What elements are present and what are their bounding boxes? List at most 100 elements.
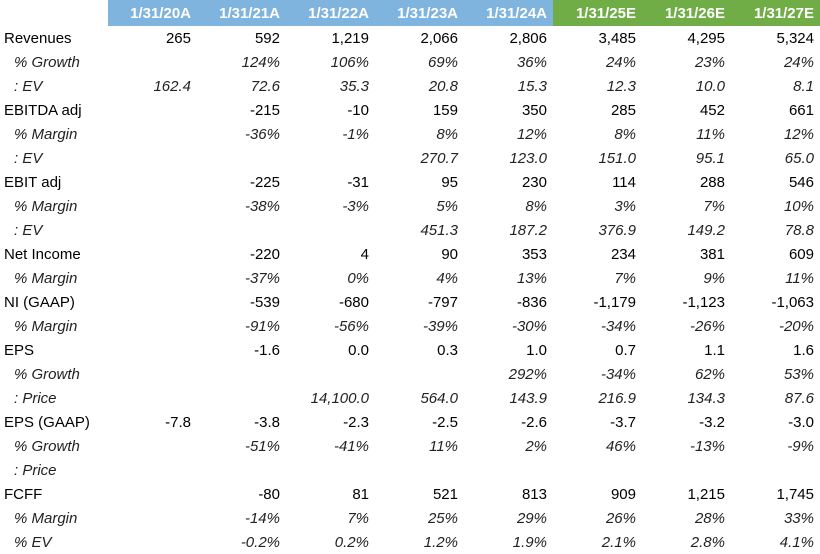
- table-row: % Growth -51% -41% 11% 2% 46% -13% -9%: [0, 434, 820, 458]
- value-cell: [108, 290, 197, 314]
- table-row: % Margin -37% 0% 4% 13% 7% 9% 11%: [0, 266, 820, 290]
- value-cell: 12%: [783, 125, 814, 143]
- value-cell: -2.3: [343, 413, 369, 431]
- value-cell: 813: [521, 485, 547, 503]
- value-cell: 26%: [605, 509, 636, 527]
- value-cell: 353: [521, 245, 547, 263]
- value-cell: 14,100.0: [310, 389, 369, 407]
- value-cell: 10.0: [695, 77, 725, 95]
- value-cell: 95.1: [695, 149, 725, 167]
- value-cell: -20%: [778, 317, 814, 335]
- value-cell: [108, 458, 197, 482]
- value-cell: 7%: [703, 197, 725, 215]
- value-cell: [553, 458, 642, 482]
- value-cell: 87.6: [784, 389, 814, 407]
- value-cell: 0.3: [437, 341, 458, 359]
- value-cell: 8%: [614, 125, 636, 143]
- value-cell: 159: [432, 101, 458, 119]
- value-cell: 28%: [694, 509, 725, 527]
- table-row: EPS (GAAP) -7.8 -3.8 -2.3 -2.5 -2.6 -3.7 -3.2 -3…: [0, 410, 820, 434]
- value-cell: 592: [254, 29, 280, 47]
- value-cell: 1.9%: [512, 533, 547, 551]
- value-cell: 2.1%: [601, 533, 636, 551]
- value-cell: [108, 338, 197, 362]
- row-label: NI (GAAP): [4, 293, 75, 311]
- value-cell: [108, 122, 197, 146]
- value-cell: 8%: [525, 197, 547, 215]
- value-cell: -3.0: [788, 413, 814, 431]
- value-cell: [108, 482, 197, 506]
- value-cell: 11%: [429, 437, 458, 455]
- table-row: % Growth 124% 106% 69% 36% 24% 23% 24%: [0, 50, 820, 74]
- value-cell: 95: [441, 173, 458, 191]
- value-cell: 2.8%: [690, 533, 725, 551]
- value-cell: [108, 386, 197, 410]
- value-cell: 4,295: [687, 29, 725, 47]
- table-row: EBITDA adj -215 -10 159 350 285 452 661: [0, 98, 820, 122]
- row-label: EBITDA adj: [4, 101, 82, 119]
- value-cell: [286, 218, 375, 242]
- value-cell: -1.6: [254, 341, 280, 359]
- column-header-1-31-20a: 1/31/20A: [108, 0, 197, 26]
- value-cell: 124%: [241, 53, 280, 71]
- value-cell: 564.0: [420, 389, 458, 407]
- row-label: % Growth: [14, 365, 80, 383]
- value-cell: -34%: [600, 317, 636, 335]
- value-cell: 909: [610, 485, 636, 503]
- value-cell: 15.3: [517, 77, 547, 95]
- value-cell: -1,123: [682, 293, 725, 311]
- value-cell: -14%: [244, 509, 280, 527]
- value-cell: 1,745: [776, 485, 814, 503]
- value-cell: 25%: [427, 509, 458, 527]
- value-cell: [108, 506, 197, 530]
- table-row: Net Income -220 4 90 353 234 381 609: [0, 242, 820, 266]
- table-row: EBIT adj -225 -31 95 230 114 288 546: [0, 170, 820, 194]
- value-cell: -3%: [342, 197, 369, 215]
- value-cell: -2.6: [521, 413, 547, 431]
- column-header-1-31-21a: 1/31/21A: [197, 0, 286, 26]
- table-row: % Margin -14% 7% 25% 29% 26% 28% 33%: [0, 506, 820, 530]
- value-cell: 3,485: [598, 29, 636, 47]
- row-label: : EV: [14, 149, 43, 167]
- table-row: % Margin -91% -56% -39% -30% -34% -26% -20%: [0, 314, 820, 338]
- value-cell: 20.8: [428, 77, 458, 95]
- value-cell: 609: [788, 245, 814, 263]
- value-cell: [108, 146, 197, 170]
- row-label: EBIT adj: [4, 173, 62, 191]
- value-cell: 8.1: [793, 77, 814, 95]
- value-cell: 1,215: [687, 485, 725, 503]
- row-label: : EV: [14, 221, 43, 239]
- value-cell: 5%: [436, 197, 458, 215]
- table-row: NI (GAAP) -539 -680 -797 -836 -1,179 -1,123 -1,…: [0, 290, 820, 314]
- value-cell: -91%: [244, 317, 280, 335]
- value-cell: [108, 194, 197, 218]
- value-cell: -31: [347, 173, 369, 191]
- table-row: : EV 451.3 187.2 376.9 149.2 78.8: [0, 218, 820, 242]
- value-cell: [108, 242, 197, 266]
- row-label: % EV: [14, 533, 52, 551]
- table-row: % EV -0.2% 0.2% 1.2% 1.9% 2.1% 2.8% 4.1%: [0, 530, 820, 554]
- value-cell: 5,324: [776, 29, 814, 47]
- value-cell: -7.8: [165, 413, 191, 431]
- table-row: FCFF -80 81 521 813 909 1,215 1,745: [0, 482, 820, 506]
- value-cell: -0.2%: [240, 533, 280, 551]
- value-cell: 78.8: [784, 221, 814, 239]
- value-cell: 4%: [436, 269, 458, 287]
- row-label: % Growth: [14, 53, 80, 71]
- value-cell: 2,066: [420, 29, 458, 47]
- value-cell: 187.2: [509, 221, 547, 239]
- value-cell: 2%: [525, 437, 547, 455]
- value-cell: -10: [347, 101, 369, 119]
- value-cell: [108, 266, 197, 290]
- row-label: % Growth: [14, 437, 80, 455]
- column-header-1-31-24a: 1/31/24A: [464, 0, 553, 26]
- value-cell: 3%: [614, 197, 636, 215]
- row-label: : Price: [14, 389, 57, 407]
- value-cell: 7%: [347, 509, 369, 527]
- value-cell: 33%: [783, 509, 814, 527]
- value-cell: -41%: [333, 437, 369, 455]
- value-cell: -680: [338, 293, 369, 311]
- value-cell: 452: [699, 101, 725, 119]
- value-cell: [108, 434, 197, 458]
